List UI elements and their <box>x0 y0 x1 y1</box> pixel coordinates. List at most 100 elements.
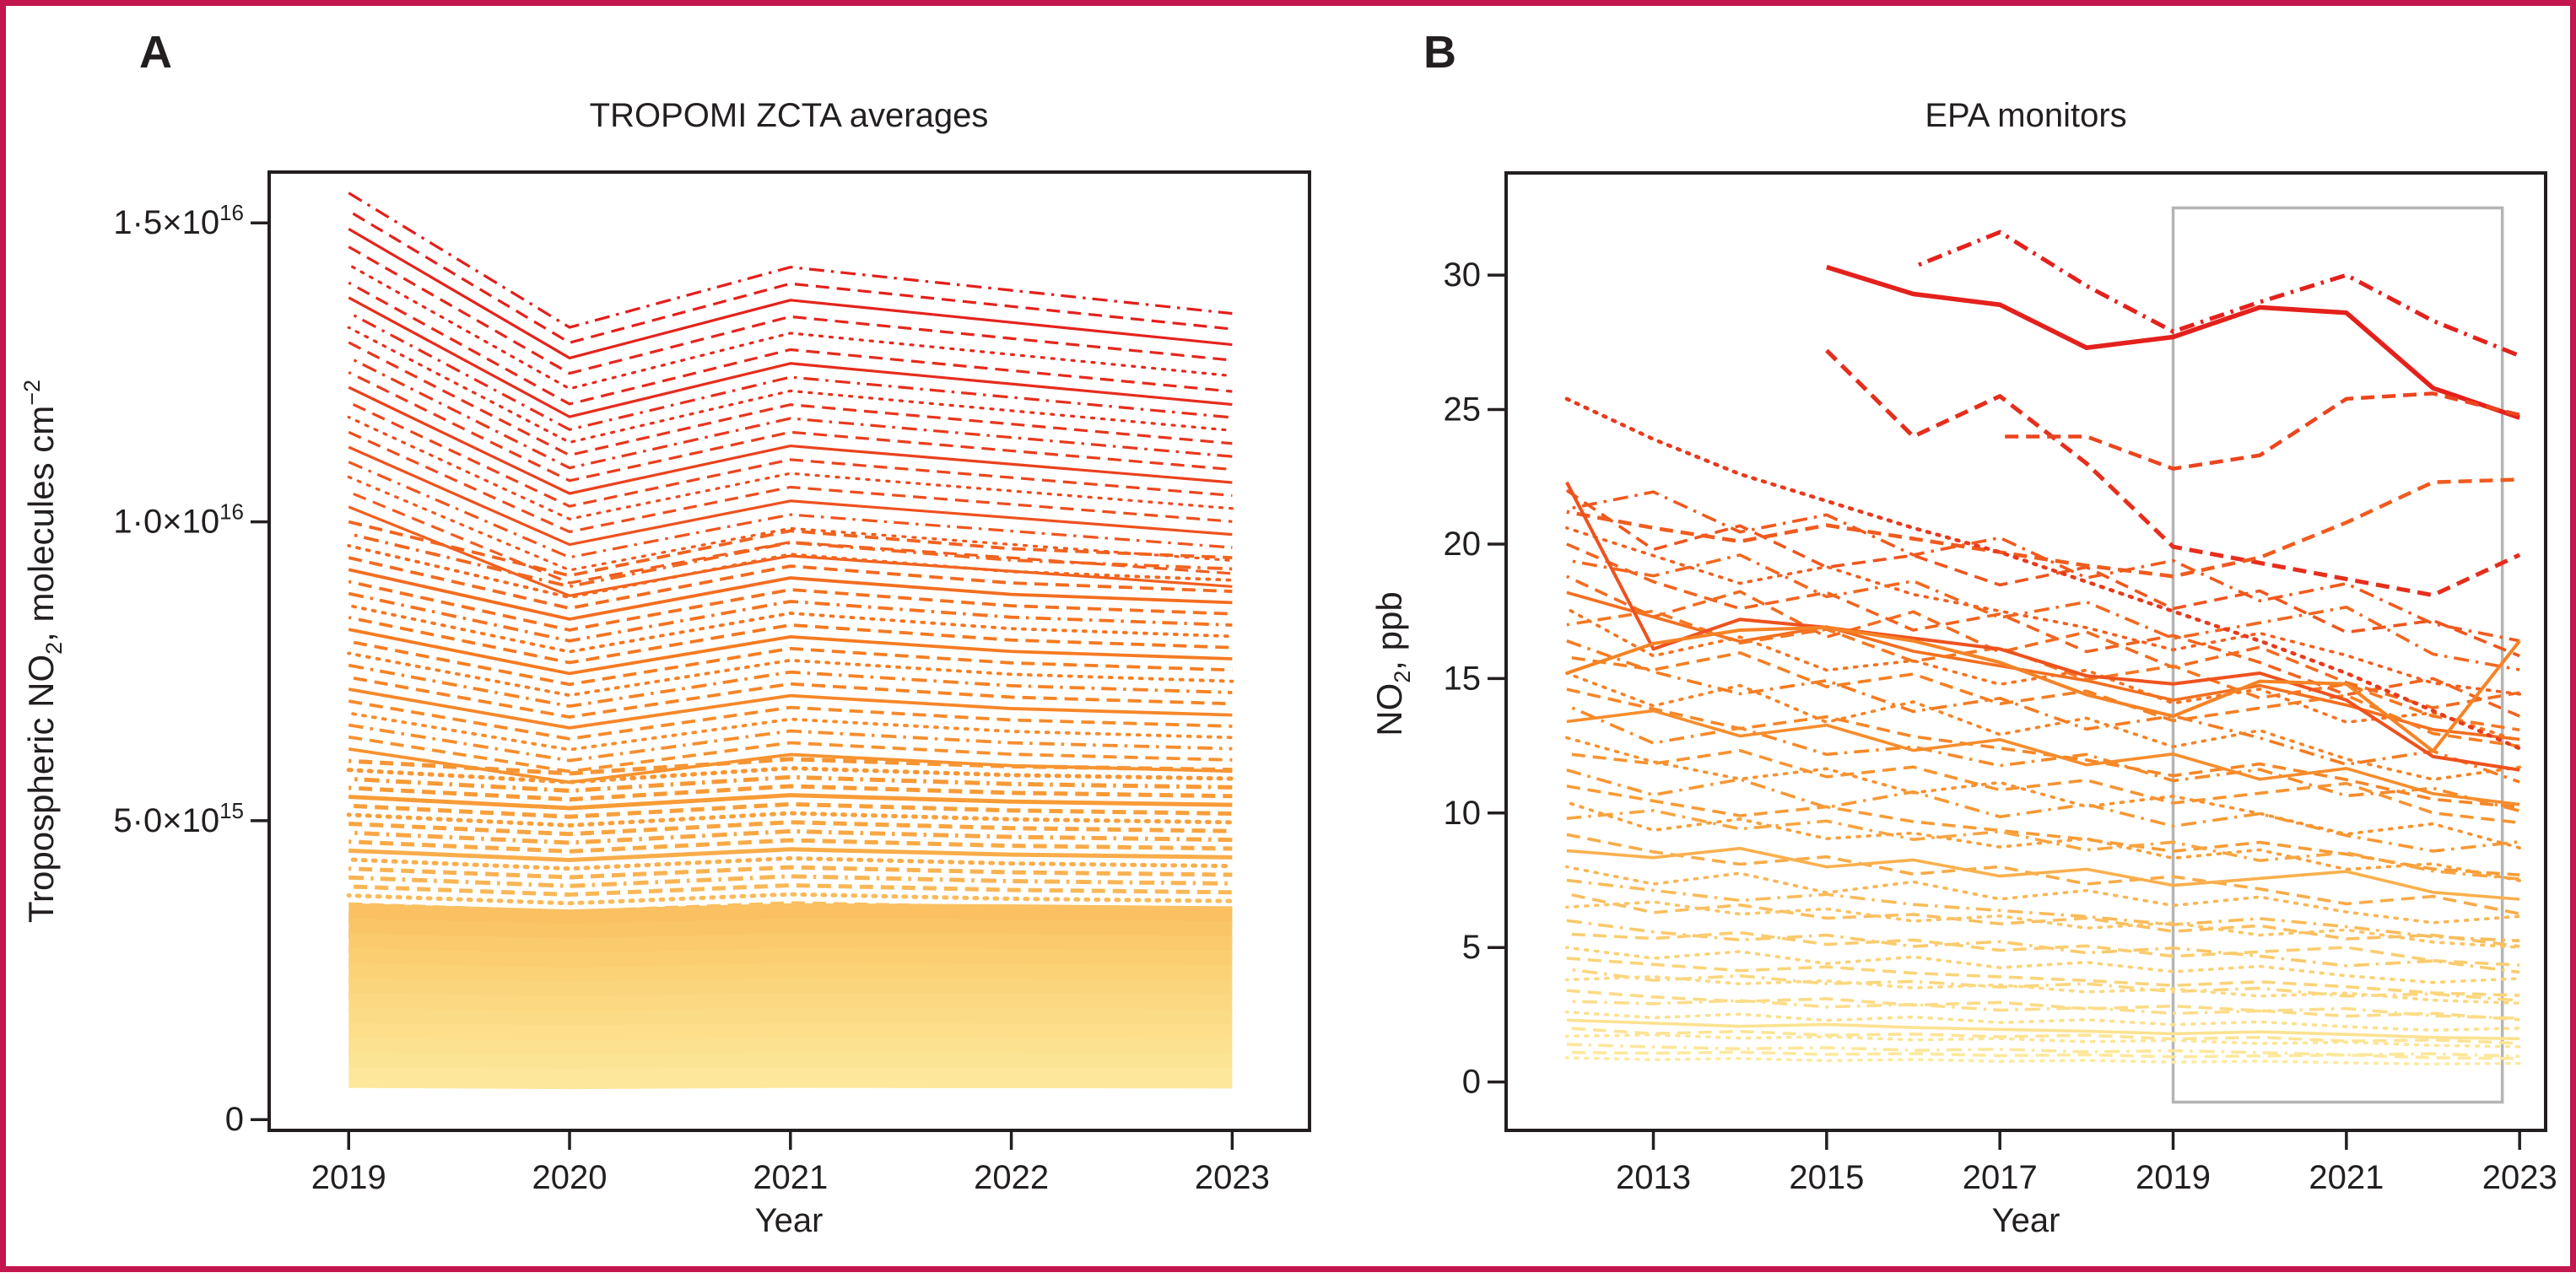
panel-a-title: TROPOMI ZCTA averages <box>589 97 989 134</box>
series-line <box>1566 574 2520 709</box>
series-line <box>1565 900 2521 949</box>
series-line <box>348 903 1233 930</box>
series-line <box>348 933 1233 959</box>
series-line <box>348 461 1233 559</box>
series-line <box>1566 808 2520 881</box>
panel-b-title: EPA monitors <box>1925 97 2127 134</box>
panel-b-xaxis-label: Year <box>1991 1202 2060 1239</box>
series-line <box>348 505 1233 597</box>
series-line <box>348 874 1233 888</box>
series-line <box>348 663 1233 709</box>
series-line <box>1566 609 2520 732</box>
series-line <box>1566 919 2520 974</box>
series-line <box>348 699 1233 741</box>
y-tick-label: 1·0×1016 <box>113 499 244 541</box>
x-tick-label: 2019 <box>2136 1159 2211 1196</box>
series-line <box>348 445 1233 547</box>
series-line <box>1566 768 2520 853</box>
series-line <box>348 296 1233 418</box>
series-line <box>1566 833 2520 915</box>
series-line <box>1566 477 2520 579</box>
x-tick-label: 2020 <box>532 1159 608 1196</box>
series-line <box>1826 264 2521 420</box>
series-line <box>348 1038 1233 1060</box>
series-line <box>348 227 1233 360</box>
series-line <box>348 757 1233 776</box>
series-line <box>1565 671 2521 781</box>
series-line <box>1566 590 2520 741</box>
series-line <box>2000 391 2520 471</box>
series-line <box>347 475 1234 572</box>
series-line <box>1566 957 2520 997</box>
x-tick-label: 2023 <box>2482 1159 2557 1196</box>
series-line <box>348 801 1233 819</box>
series-line <box>348 735 1233 774</box>
x-tick-label: 2021 <box>2309 1159 2384 1196</box>
series-line <box>1912 229 2521 359</box>
x-tick-label: 2021 <box>753 1159 828 1196</box>
series-line <box>348 628 1233 676</box>
series-line <box>348 556 1233 610</box>
series-line <box>348 828 1233 845</box>
series-line <box>1825 348 2521 598</box>
series-line <box>1566 542 2520 718</box>
series-line <box>348 947 1233 973</box>
series-line <box>1565 1033 2521 1049</box>
series-line <box>1566 1050 2520 1060</box>
series-line <box>347 651 1234 698</box>
series-line <box>1565 488 2520 658</box>
highlight-period-box <box>2171 206 2504 1104</box>
panel-a-xaxis-label: Year <box>754 1202 824 1239</box>
series-line <box>1566 688 2520 809</box>
series-line <box>1565 526 2521 696</box>
series-line <box>348 531 1233 589</box>
series-line <box>1566 892 2520 948</box>
series-line <box>1566 785 2520 876</box>
y-tick-label: 0 <box>1462 1064 1481 1101</box>
series-line <box>348 386 1233 495</box>
x-tick-label: 2019 <box>311 1159 386 1196</box>
series-line <box>1566 748 2520 825</box>
series-line <box>1565 1010 2521 1033</box>
y-tick-label: 20 <box>1444 526 1482 563</box>
series-line <box>347 711 1234 752</box>
y-tick-label: 1·5×1016 <box>113 200 244 241</box>
series-line <box>1566 1027 2520 1045</box>
plot-box <box>1504 171 2547 1132</box>
y-axis-label: NO2, ppb <box>1369 591 1415 736</box>
series-line <box>1565 801 2521 882</box>
series-line <box>1565 946 2521 984</box>
series-line <box>347 544 1234 600</box>
series-line <box>1565 736 2521 849</box>
series-line <box>348 430 1233 534</box>
series-line <box>348 774 1233 793</box>
series-line <box>348 1007 1233 1032</box>
series-line <box>348 1022 1233 1046</box>
series-line <box>348 520 1233 578</box>
series-line <box>346 766 1234 785</box>
series-line <box>348 865 1233 880</box>
series-line <box>348 820 1233 837</box>
series-line <box>1566 709 2520 806</box>
series-line <box>1565 1056 2521 1066</box>
series-line <box>348 847 1233 863</box>
series-line <box>348 311 1233 431</box>
x-tick-label: 2023 <box>1195 1159 1270 1196</box>
series-line <box>348 723 1233 763</box>
x-tick-label: 2013 <box>1616 1159 1691 1196</box>
series-line <box>1565 975 2521 1006</box>
series-line <box>348 341 1233 457</box>
series-line <box>348 978 1233 1003</box>
series-line <box>348 963 1233 988</box>
x-tick-label: 2015 <box>1789 1159 1864 1196</box>
series-line <box>348 639 1233 687</box>
series-line <box>348 245 1233 375</box>
series-line <box>346 811 1234 828</box>
panel-b-letter: B <box>1423 27 1456 78</box>
y-tick-label: 5·0×1015 <box>113 798 244 839</box>
series-line <box>348 1052 1233 1075</box>
series-line <box>1564 396 2522 751</box>
